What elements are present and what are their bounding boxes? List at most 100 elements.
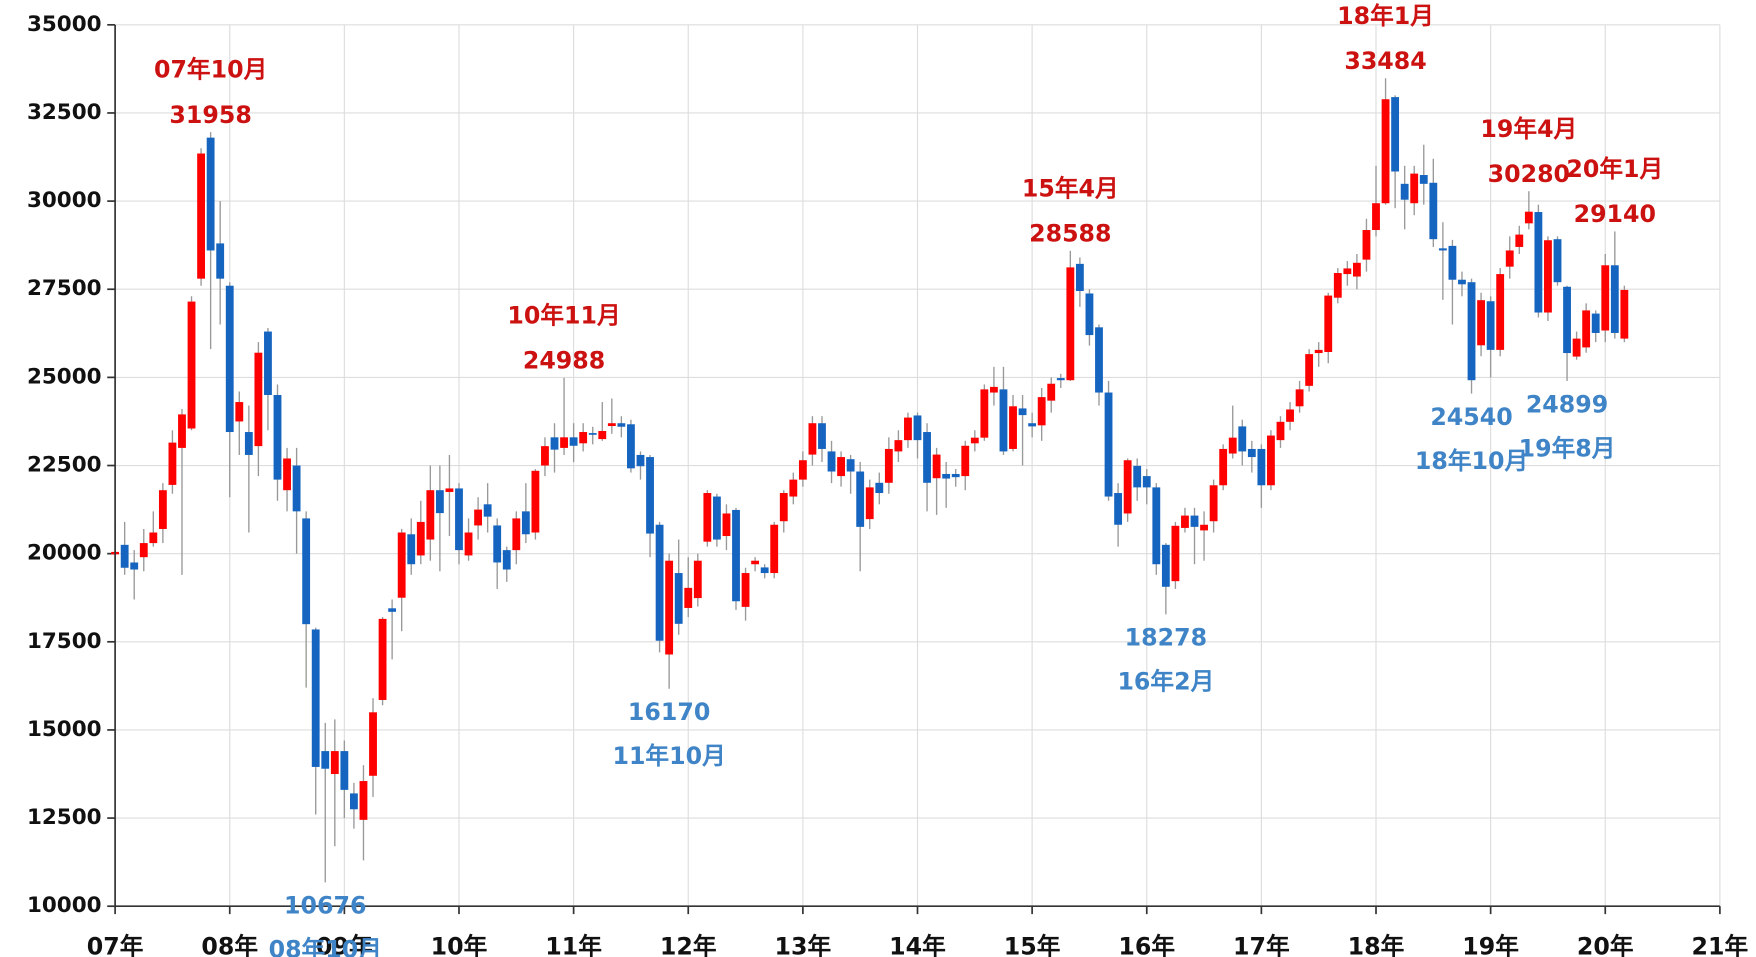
candle-body xyxy=(455,488,463,551)
candle-body xyxy=(808,423,817,455)
candle-body xyxy=(1515,234,1524,247)
candle-body xyxy=(273,395,282,480)
candle-body xyxy=(1438,248,1447,251)
candle-body xyxy=(340,751,349,790)
x-tick-label: 07年 xyxy=(87,932,144,957)
annotation-date: 19年4月 xyxy=(1480,115,1577,143)
candle-body xyxy=(1228,437,1237,454)
candle-body xyxy=(1362,230,1371,260)
annotation-date: 15年4月 xyxy=(1022,174,1119,202)
y-tick-label: 17500 xyxy=(27,629,102,654)
candle-body xyxy=(416,521,425,556)
x-tick-label: 16年 xyxy=(1118,932,1175,957)
candle-body xyxy=(684,587,693,608)
candle-body xyxy=(502,550,511,570)
candle-body xyxy=(961,445,970,477)
candle-body xyxy=(445,488,454,492)
candles xyxy=(111,78,1629,883)
candle-body xyxy=(225,285,234,433)
annotation-date: 11年10月 xyxy=(612,742,725,770)
candle-body xyxy=(130,562,139,570)
x-tick-label: 21年 xyxy=(1692,932,1749,957)
candle-body xyxy=(330,751,339,775)
annotation-value: 29140 xyxy=(1574,200,1656,228)
candle-body xyxy=(493,525,502,563)
candle-body xyxy=(1505,250,1514,267)
candle-body xyxy=(1610,265,1619,333)
candle-body xyxy=(942,473,951,479)
y-tick-label: 12500 xyxy=(27,805,102,830)
annotation-value: 28588 xyxy=(1029,220,1111,248)
candle-body xyxy=(1104,392,1113,497)
annotation-date: 16年2月 xyxy=(1117,668,1214,696)
candle-body xyxy=(1591,313,1600,333)
candle-body xyxy=(531,470,540,533)
y-tick-label: 10000 xyxy=(27,893,102,918)
candle-body xyxy=(932,454,941,479)
candle-body xyxy=(311,629,320,767)
x-tick-label: 17年 xyxy=(1233,932,1290,957)
candle-body xyxy=(178,414,186,448)
candle-body xyxy=(1047,383,1056,401)
candle-body xyxy=(1267,435,1275,486)
candle-body xyxy=(483,504,492,517)
candle-body xyxy=(244,432,253,455)
candle-body xyxy=(426,490,435,540)
candle-body xyxy=(197,153,205,279)
candle-body xyxy=(1372,203,1380,231)
candle-body xyxy=(636,454,645,467)
candle-body xyxy=(1534,212,1543,313)
candle-body xyxy=(875,482,884,494)
annotation-value: 18278 xyxy=(1125,624,1207,652)
candle-body xyxy=(1009,406,1017,449)
candle-body xyxy=(321,751,330,769)
candle-body xyxy=(1209,485,1218,522)
candle-body xyxy=(254,352,263,447)
annotation-date: 07年10月 xyxy=(154,56,267,84)
annotation-value: 16170 xyxy=(628,698,710,726)
candle-body xyxy=(388,608,397,612)
annotation-value: 33484 xyxy=(1344,47,1426,75)
candle-body xyxy=(149,532,158,544)
candle-body xyxy=(1448,245,1457,280)
x-tick-label: 14年 xyxy=(889,932,946,957)
candle-body xyxy=(579,432,588,444)
candle-body xyxy=(1142,476,1151,488)
candle-body xyxy=(627,424,635,469)
y-tick-label: 32500 xyxy=(27,100,102,125)
y-tick-label: 22500 xyxy=(27,453,102,478)
candle-body xyxy=(674,573,683,624)
candle-body xyxy=(1247,448,1256,458)
candle-body xyxy=(283,458,291,491)
candle-body xyxy=(1419,175,1428,184)
candle-body xyxy=(235,402,244,422)
annotation-date: 18年10月 xyxy=(1415,447,1528,475)
candle-body xyxy=(913,415,922,441)
x-tick-label: 20年 xyxy=(1577,932,1634,957)
candle-body xyxy=(999,389,1008,452)
y-tick-label: 30000 xyxy=(27,188,102,213)
candle-body xyxy=(397,532,406,598)
candle-body xyxy=(1171,525,1180,582)
candle-body xyxy=(1276,421,1285,441)
candle-body xyxy=(884,448,893,483)
candle-body xyxy=(923,432,931,483)
candle-body xyxy=(158,490,167,529)
candle-body xyxy=(1028,423,1037,427)
annotation-date: 20年1月 xyxy=(1566,155,1663,183)
candle-body xyxy=(1486,301,1495,350)
candle-body xyxy=(1343,268,1352,275)
candle-body xyxy=(1458,279,1466,285)
candle-body xyxy=(550,437,559,450)
candle-body xyxy=(655,524,664,641)
candle-body xyxy=(264,331,272,396)
candle-body xyxy=(1066,267,1075,381)
candle-body xyxy=(359,781,368,820)
candle-body xyxy=(292,465,301,512)
annotation-value: 24988 xyxy=(523,347,605,375)
candle-body xyxy=(607,423,616,427)
candle-body xyxy=(1152,487,1161,565)
candle-body xyxy=(1037,397,1046,426)
candle-body xyxy=(1333,273,1342,298)
